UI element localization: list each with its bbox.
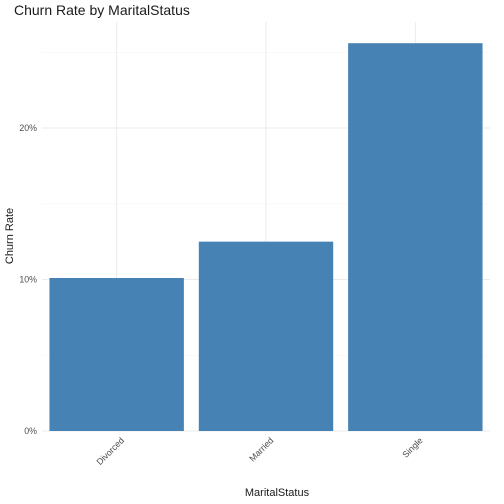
x-axis-ticks: Divorced Married Single [94, 435, 424, 467]
chart-title: Churn Rate by MaritalStatus [14, 2, 190, 18]
bar-married [198, 241, 334, 431]
x-axis-title: MaritalStatus [245, 487, 310, 499]
bars [49, 43, 483, 432]
x-tick-label: Divorced [94, 435, 126, 467]
x-tick-label: Married [247, 435, 275, 463]
y-tick-label: 20% [19, 123, 37, 133]
y-tick-label: 0% [24, 426, 37, 436]
bar-divorced [49, 278, 184, 431]
x-tick-label: Single [400, 435, 424, 459]
bar-single [348, 43, 483, 432]
y-axis-title: Churn Rate [4, 208, 16, 264]
y-tick-label: 10% [19, 275, 37, 285]
y-axis-ticks: 0% 10% 20% [19, 123, 37, 436]
